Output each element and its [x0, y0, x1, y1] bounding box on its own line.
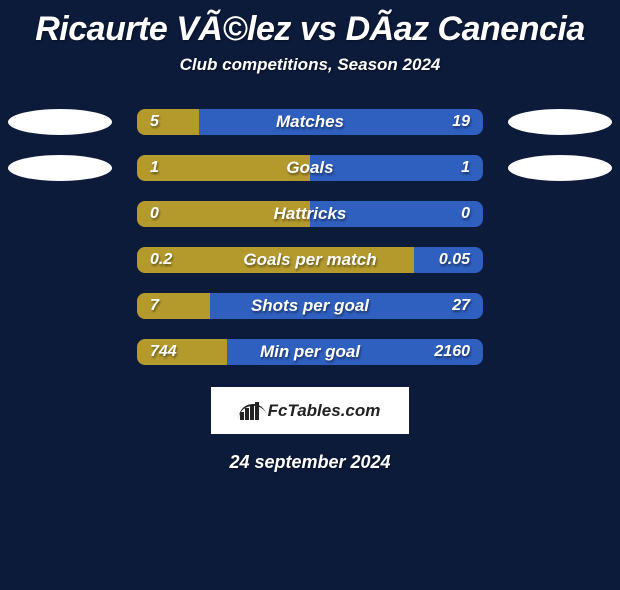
- stat-row: Hattricks0 0: [0, 201, 620, 227]
- stat-bar: Goals: [137, 155, 483, 181]
- team-marker-left: [8, 155, 112, 181]
- logo-text: FcTables.com: [268, 401, 381, 421]
- stat-value-left: 5: [150, 109, 159, 135]
- logo-box: FcTables.com: [211, 387, 409, 434]
- stat-value-right: 19: [452, 109, 470, 135]
- team-marker-right: [508, 109, 612, 135]
- footer-date: 24 september 2024: [0, 452, 620, 473]
- stat-value-right: 27: [452, 293, 470, 319]
- page-title: Ricaurte VÃ©lez vs DÃaz Canencia: [0, 10, 620, 49]
- stat-bar-left: [137, 109, 199, 135]
- stat-bar-right: [310, 155, 483, 181]
- stat-bar-left: [137, 201, 310, 227]
- stat-bar-left: [137, 155, 310, 181]
- stat-bar-left: [137, 293, 210, 319]
- team-marker-left: [8, 109, 112, 135]
- stat-bar: Hattricks: [137, 201, 483, 227]
- stat-row: Shots per goal7 27: [0, 293, 620, 319]
- stat-value-left: 7: [150, 293, 159, 319]
- stat-value-left: 0.2: [150, 247, 172, 273]
- stat-rows: Matches5 19 Goals1 1 Hattricks0 0 Goals per ma…: [0, 109, 620, 365]
- stat-bar-left: [137, 247, 414, 273]
- logo-chart-icon: [240, 402, 262, 420]
- stat-bar: Min per goal: [137, 339, 483, 365]
- stat-row: Goals per match0.2 0.05: [0, 247, 620, 273]
- stat-row: Matches5 19: [0, 109, 620, 135]
- stat-value-right: 2160: [434, 339, 470, 365]
- stat-value-left: 0: [150, 201, 159, 227]
- stat-bar: Goals per match: [137, 247, 483, 273]
- stat-bar: Matches: [137, 109, 483, 135]
- stat-bar-right: [199, 109, 483, 135]
- stat-bar-right: [210, 293, 483, 319]
- stat-row: Goals1 1: [0, 155, 620, 181]
- stat-value-left: 1: [150, 155, 159, 181]
- stat-bar: Shots per goal: [137, 293, 483, 319]
- stat-value-right: 1: [461, 155, 470, 181]
- stat-value-right: 0.05: [439, 247, 470, 273]
- stat-bar-right: [310, 201, 483, 227]
- stat-value-left: 744: [150, 339, 177, 365]
- team-marker-right: [508, 155, 612, 181]
- stat-row: Min per goal744 2160: [0, 339, 620, 365]
- stat-value-right: 0: [461, 201, 470, 227]
- page-subtitle: Club competitions, Season 2024: [0, 55, 620, 75]
